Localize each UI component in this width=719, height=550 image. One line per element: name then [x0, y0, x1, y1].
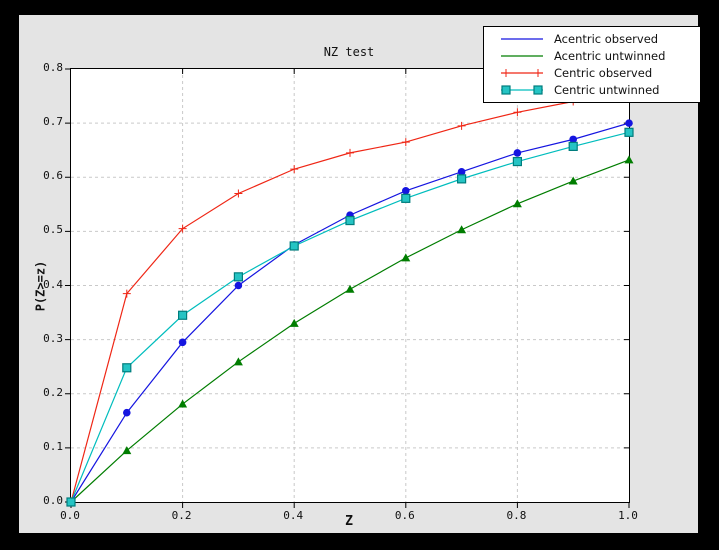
marker-square — [457, 174, 467, 184]
y-tick-label: 0.7 — [43, 115, 63, 129]
y-tick-label: 0.3 — [43, 331, 63, 345]
y-tick-label: 0.8 — [43, 61, 63, 74]
x-tick-label: 0.4 — [283, 509, 304, 522]
marker-circle — [234, 281, 243, 290]
marker-circle — [402, 186, 410, 195]
legend-label: Acentric observed — [554, 31, 659, 46]
series-line — [70, 131, 630, 503]
x-tick-label: 1.0 — [618, 509, 638, 522]
y-tick-label: 0.4 — [43, 277, 63, 291]
y-tick-label: 0.5 — [43, 223, 63, 237]
marker-circle — [513, 149, 522, 157]
y-tick-label: 0.0 — [43, 494, 63, 507]
marker-plus — [502, 68, 510, 77]
x-tick-label: 0.8 — [506, 509, 527, 522]
x-tick-label: 0.2 — [171, 509, 192, 522]
chart-title: NZ test — [323, 45, 375, 59]
marker-triangle — [122, 446, 132, 455]
legend-label: Acentric untwinned — [554, 48, 666, 63]
marker-square — [568, 141, 578, 151]
legend-item: Centric observed — [484, 64, 700, 81]
marker-plus — [178, 224, 187, 233]
marker-square — [233, 272, 243, 282]
marker-triangle — [624, 155, 634, 164]
legend-sample-line — [501, 84, 543, 95]
marker-plus — [401, 138, 410, 147]
marker-circle — [123, 408, 131, 417]
marker-triangle — [345, 284, 355, 293]
marker-triangle — [457, 225, 467, 234]
y-tick-label: 0.6 — [43, 169, 63, 183]
series-line — [70, 159, 630, 503]
plot-svg — [65, 68, 634, 508]
marker-square — [66, 497, 76, 507]
marker-plus — [234, 189, 243, 198]
marker-circle — [178, 338, 187, 347]
marker-square — [533, 84, 543, 95]
marker-square — [177, 310, 188, 320]
marker-plus — [346, 148, 354, 157]
marker-square — [289, 241, 299, 251]
marker-plus — [513, 108, 522, 117]
legend-sample-line — [501, 37, 543, 40]
series-line — [70, 122, 630, 503]
marker-circle — [457, 168, 466, 176]
marker-square — [401, 193, 411, 203]
marker-triangle — [401, 253, 411, 262]
marker-square — [122, 363, 132, 373]
marker-square — [501, 84, 511, 95]
y-tick-label: 0.1 — [43, 439, 63, 453]
marker-square — [512, 156, 522, 167]
legend: Acentric observed Acentric untwinned Centr… — [483, 26, 701, 103]
marker-circle — [569, 135, 577, 144]
marker-triangle — [233, 357, 243, 366]
figure-canvas: NZ test P(Z>=z) 0.0 0.2 0.4 0.6 0.8 1.0 0.0 0.… — [19, 15, 701, 533]
legend-item: Acentric observed — [484, 30, 700, 47]
x-axis-label: Z — [345, 514, 353, 529]
plot-area — [65, 68, 634, 508]
legend-label: Centric untwinned — [554, 82, 660, 97]
marker-circle — [625, 119, 633, 127]
marker-triangle — [289, 318, 299, 327]
marker-plus — [122, 289, 131, 298]
marker-plus — [290, 165, 299, 174]
legend-sample-line — [501, 68, 543, 77]
marker-triangle — [568, 176, 578, 185]
marker-plus — [534, 68, 542, 77]
legend-item: Acentric untwinned — [484, 47, 700, 64]
legend-label: Centric observed — [554, 65, 653, 80]
x-tick-label: 0.6 — [394, 509, 415, 522]
marker-triangle — [178, 399, 188, 408]
marker-square — [345, 215, 355, 226]
marker-triangle — [512, 199, 522, 208]
legend-item: Centric untwinned — [484, 81, 700, 98]
y-tick-label: 0.2 — [43, 385, 63, 399]
x-tick-label: 0.0 — [60, 509, 80, 522]
marker-plus — [457, 121, 466, 130]
legend-sample-line — [501, 54, 543, 57]
marker-square — [624, 127, 634, 137]
